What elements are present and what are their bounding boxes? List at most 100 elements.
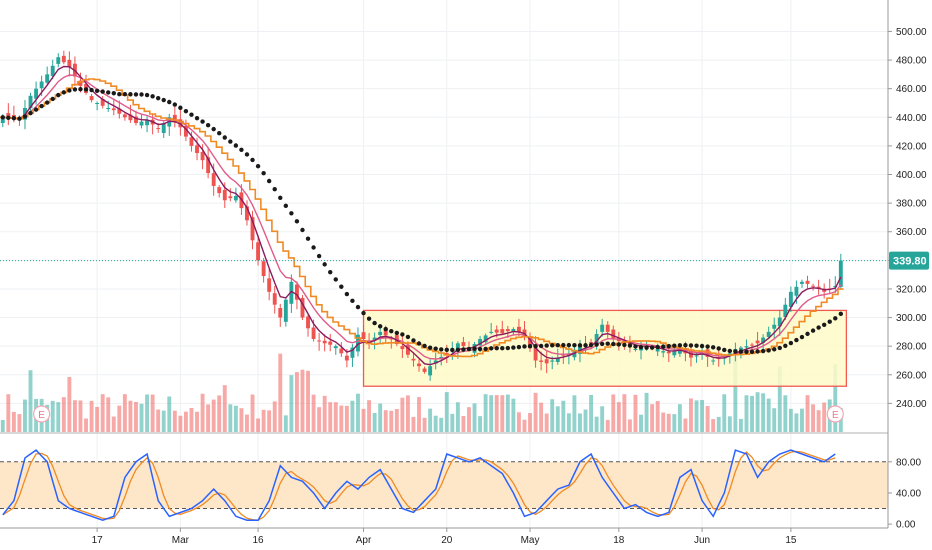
last-price-label: 339.80 bbox=[893, 256, 927, 268]
sma-dot bbox=[588, 342, 594, 348]
sma-dot bbox=[461, 347, 466, 352]
candle-body bbox=[350, 347, 355, 358]
sma-dot bbox=[444, 347, 449, 353]
earnings-marker bbox=[33, 405, 51, 423]
volume-bar bbox=[95, 406, 100, 432]
sma-dot bbox=[833, 316, 838, 321]
sma-dot bbox=[72, 87, 78, 92]
volume-bar bbox=[389, 410, 394, 432]
sma-dot bbox=[11, 116, 17, 121]
sma-dot bbox=[483, 346, 488, 352]
volume-bar bbox=[56, 402, 61, 432]
sma-dot bbox=[6, 115, 11, 120]
candle-body bbox=[156, 128, 161, 130]
volume-bar bbox=[766, 398, 771, 432]
sma-dot bbox=[433, 346, 438, 351]
candle-body bbox=[117, 108, 122, 114]
sma-dot bbox=[688, 343, 694, 348]
candle-body bbox=[750, 344, 754, 346]
candle-body bbox=[633, 349, 638, 351]
sma-dot bbox=[266, 178, 272, 184]
price-scale-bg bbox=[888, 0, 932, 550]
volume-bar bbox=[644, 392, 649, 432]
volume-bar bbox=[533, 392, 538, 432]
sma-dot bbox=[611, 341, 616, 347]
sma-dot bbox=[194, 115, 200, 121]
sma-dot bbox=[455, 347, 461, 353]
candle-body bbox=[195, 145, 199, 154]
volume-bar bbox=[222, 385, 227, 432]
sma-dot bbox=[172, 102, 178, 107]
sma-dot bbox=[44, 100, 50, 105]
volume-bar bbox=[417, 397, 421, 432]
earnings-label: E bbox=[38, 410, 45, 421]
candle-body bbox=[516, 326, 521, 333]
sma-dot bbox=[661, 344, 666, 349]
price-tick-label: 360.00 bbox=[896, 227, 927, 238]
price-tick-label: 460.00 bbox=[896, 84, 927, 95]
sma-dot bbox=[427, 345, 433, 350]
candle-body bbox=[483, 335, 488, 343]
sma-dot bbox=[638, 344, 644, 350]
volume-bar bbox=[811, 404, 816, 432]
candle-body bbox=[783, 304, 788, 317]
candle-body bbox=[428, 366, 433, 376]
sma-dot bbox=[117, 91, 122, 97]
sma-dot bbox=[838, 311, 844, 317]
candle-body bbox=[539, 360, 544, 362]
sma-dot bbox=[100, 89, 105, 94]
sma-dot bbox=[577, 343, 583, 348]
volume-bar bbox=[100, 394, 105, 432]
time-tick-label: 20 bbox=[441, 535, 453, 546]
volume-bar bbox=[733, 348, 738, 432]
volume-bar bbox=[283, 415, 288, 432]
sma-dot bbox=[261, 171, 266, 176]
stochastic-tick-label: 80.00 bbox=[896, 457, 921, 468]
candles bbox=[0, 50, 843, 381]
volume-bar bbox=[72, 400, 77, 432]
volume-bars bbox=[0, 348, 843, 432]
candle-body bbox=[711, 360, 716, 362]
volume-bar bbox=[350, 400, 355, 432]
volume-bar bbox=[700, 400, 705, 432]
sma-dot bbox=[405, 334, 411, 340]
volume-bar bbox=[245, 414, 249, 432]
sma-dot bbox=[167, 99, 172, 105]
candle-body bbox=[461, 342, 466, 347]
sma-dot bbox=[400, 332, 405, 337]
volume-bar bbox=[444, 392, 449, 432]
sma-dot bbox=[150, 94, 155, 99]
volume-bar bbox=[372, 412, 377, 432]
candle-body bbox=[200, 151, 205, 161]
sma-dot bbox=[472, 346, 477, 352]
volume-bar bbox=[816, 410, 821, 432]
volume-bar bbox=[511, 398, 516, 432]
candle-body bbox=[206, 157, 211, 174]
sma-dot bbox=[616, 342, 622, 347]
volume-bar bbox=[178, 415, 183, 432]
volume-bar bbox=[800, 408, 804, 432]
sma-dot bbox=[439, 347, 444, 352]
candle-body bbox=[444, 352, 449, 354]
volume-bar bbox=[516, 412, 521, 432]
volume-bar bbox=[672, 414, 677, 432]
candle-body bbox=[500, 329, 505, 334]
volume-bar bbox=[428, 408, 433, 432]
candle-body bbox=[605, 324, 610, 332]
sma-dot bbox=[161, 97, 166, 103]
volume-bar bbox=[755, 392, 760, 432]
price-tick-label: 380.00 bbox=[896, 199, 927, 210]
candle-body bbox=[494, 329, 499, 333]
volume-bar bbox=[450, 413, 455, 432]
sma-dot bbox=[394, 330, 400, 336]
volume-bar bbox=[256, 418, 261, 432]
stochastic-panel bbox=[0, 432, 888, 521]
candle-body bbox=[45, 74, 50, 83]
candle-body bbox=[322, 340, 327, 344]
volume-bar bbox=[583, 409, 588, 432]
sma-dot bbox=[760, 348, 766, 354]
sma-dot bbox=[772, 347, 777, 352]
volume-bar bbox=[433, 415, 438, 432]
